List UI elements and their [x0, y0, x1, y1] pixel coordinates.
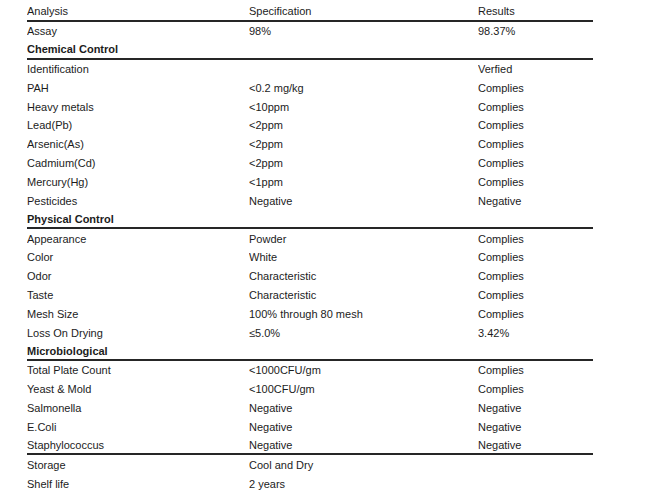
specification-cell: <1ppm — [249, 176, 478, 188]
table-row: Arsenic(As)<2ppmComplies — [27, 135, 593, 154]
table-row: StaphylococcusNegativeNegative — [27, 436, 593, 455]
analysis-cell: Shelf life — [27, 478, 249, 490]
specification-cell: 98% — [249, 25, 478, 37]
table-row: OdorCharacteristicComplies — [27, 267, 593, 286]
table-row: Total Plate Count<1000CFU/gmComplies — [27, 361, 593, 380]
results-cell: Negative — [478, 402, 593, 414]
analysis-cell: Taste — [27, 289, 249, 301]
analysis-cell: Total Plate Count — [27, 364, 249, 376]
results-cell: Complies — [478, 138, 593, 150]
results-cell: 98.37% — [478, 25, 593, 37]
table-row: Cadmium(Cd)<2ppmComplies — [27, 154, 593, 173]
results-cell: Negative — [478, 421, 593, 433]
analysis-cell: Color — [27, 251, 249, 263]
results-cell: Complies — [478, 176, 593, 188]
results-cell: Verfied — [478, 63, 593, 75]
results-cell: Complies — [478, 364, 593, 376]
specification-cell: <1000CFU/gm — [249, 364, 478, 376]
analysis-cell: Physical Control — [27, 213, 249, 225]
analysis-cell: Microbiological — [27, 345, 249, 357]
analysis-cell: E.Coli — [27, 421, 249, 433]
table-row: Assay98%98.37% — [27, 22, 593, 41]
table-row: Mercury(Hg)<1ppmComplies — [27, 173, 593, 192]
results-cell: Negative — [478, 195, 593, 207]
specification-cell: Characteristic — [249, 289, 478, 301]
analysis-cell: Salmonella — [27, 402, 249, 414]
table-row: AppearancePowderComplies — [27, 229, 593, 248]
results-cell: Complies — [478, 270, 593, 282]
results-cell: Complies — [478, 289, 593, 301]
results-cell: Complies — [478, 233, 593, 245]
specification-cell: Negative — [249, 421, 478, 433]
specification-cell: <100CFU/gm — [249, 383, 478, 395]
column-header-results: Results — [478, 5, 593, 17]
table-row: Shelf life2 years — [27, 474, 593, 493]
results-cell: Complies — [478, 119, 593, 131]
specification-cell: Cool and Dry — [249, 459, 478, 471]
results-cell: Complies — [478, 251, 593, 263]
section-row: Chemical Control — [27, 41, 593, 60]
table-row: E.ColiNegativeNegative — [27, 418, 593, 437]
analysis-cell: Appearance — [27, 233, 249, 245]
table-row: Lead(Pb)<2ppmComplies — [27, 116, 593, 135]
specification-cell: <10ppm — [249, 101, 478, 113]
analysis-cell: Pesticides — [27, 195, 249, 207]
results-cell: Complies — [478, 383, 593, 395]
table-row: TasteCharacteristicComplies — [27, 286, 593, 305]
table-row: StorageCool and Dry — [27, 455, 593, 474]
specification-cell: Powder — [249, 233, 478, 245]
specification-cell: ≤5.0% — [249, 327, 478, 339]
analysis-cell: Odor — [27, 270, 249, 282]
table-row: Heavy metals<10ppmComplies — [27, 97, 593, 116]
analysis-cell: Chemical Control — [27, 43, 249, 55]
analysis-cell: Assay — [27, 25, 249, 37]
table-header-row: Analysis Specification Results — [27, 3, 593, 22]
analysis-cell: Heavy metals — [27, 101, 249, 113]
results-cell: Complies — [478, 82, 593, 94]
analysis-cell: Mercury(Hg) — [27, 176, 249, 188]
specification-cell: Negative — [249, 195, 478, 207]
specification-cell: <0.2 mg/kg — [249, 82, 478, 94]
table-row: Loss On Drying≤5.0%3.42% — [27, 323, 593, 342]
section-row: Physical Control — [27, 210, 593, 229]
analysis-cell: Identification — [27, 63, 249, 75]
table-row: Mesh Size100% through 80 meshComplies — [27, 305, 593, 324]
table-row: PesticidesNegativeNegative — [27, 191, 593, 210]
analysis-cell: Loss On Drying — [27, 327, 249, 339]
specification-cell: <2ppm — [249, 138, 478, 150]
column-header-analysis: Analysis — [27, 5, 249, 17]
specification-cell: 100% through 80 mesh — [249, 308, 478, 320]
analysis-cell: PAH — [27, 82, 249, 94]
results-cell: 3.42% — [478, 327, 593, 339]
coa-spec-table: Analysis Specification Results Assay98%9… — [27, 3, 593, 493]
analysis-cell: Lead(Pb) — [27, 119, 249, 131]
results-cell: Complies — [478, 308, 593, 320]
analysis-cell: Yeast & Mold — [27, 383, 249, 395]
specification-cell: Characteristic — [249, 270, 478, 282]
analysis-cell: Staphylococcus — [27, 439, 249, 451]
specification-cell: White — [249, 251, 478, 263]
table-body: Assay98%98.37% Chemical Control Identifica… — [27, 22, 593, 493]
table-row: SalmonellaNegativeNegative — [27, 399, 593, 418]
specification-cell: 2 years — [249, 478, 478, 490]
specification-cell: <2ppm — [249, 119, 478, 131]
specification-cell: <2ppm — [249, 157, 478, 169]
analysis-cell: Cadmium(Cd) — [27, 157, 249, 169]
specification-cell: Negative — [249, 439, 478, 451]
table-row: ColorWhiteComplies — [27, 248, 593, 267]
specification-cell: Negative — [249, 402, 478, 414]
analysis-cell: Mesh Size — [27, 308, 249, 320]
section-row: Microbiological — [27, 342, 593, 361]
results-cell: Negative — [478, 439, 593, 451]
table-row: Identification Verfied — [27, 60, 593, 79]
analysis-cell: Arsenic(As) — [27, 138, 249, 150]
results-cell: Complies — [478, 101, 593, 113]
table-row: Yeast & Mold<100CFU/gmComplies — [27, 380, 593, 399]
analysis-cell: Storage — [27, 459, 249, 471]
results-cell: Complies — [478, 157, 593, 169]
column-header-specification: Specification — [249, 5, 478, 17]
table-row: PAH<0.2 mg/kgComplies — [27, 78, 593, 97]
